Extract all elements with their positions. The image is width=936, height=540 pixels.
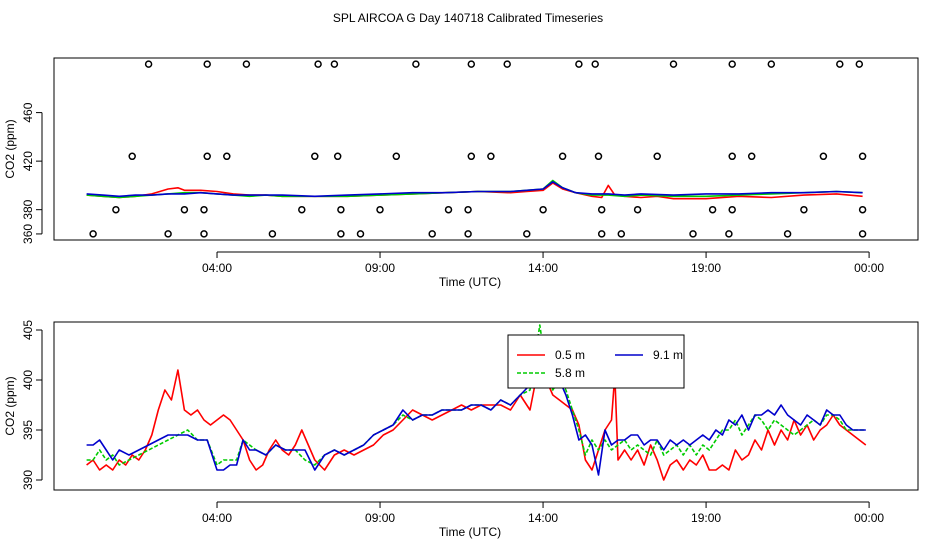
top-flag-point (783, 230, 792, 238)
top-x-tick-label: 09:00 (365, 261, 395, 275)
top-flag-point (467, 60, 476, 68)
top-flag-point (575, 60, 583, 68)
top-flag-point (503, 60, 511, 68)
top-y-axis-label: CO2 (ppm) (3, 119, 17, 178)
chart-title: SPL AIRCOA G Day 140718 Calibrated Times… (333, 11, 603, 25)
top-flag-point (298, 205, 306, 214)
bottom-plot-frame (53, 321, 919, 491)
top-flag-point (330, 60, 339, 68)
bottom-x-axis-label: Time (UTC) (439, 525, 501, 539)
legend-box (507, 334, 685, 389)
top-flag-point (337, 230, 345, 238)
top-flag-point (858, 230, 867, 238)
top-flag-point (539, 205, 547, 214)
top-series-line-9-1-m (86, 181, 863, 198)
top-flag-point (858, 152, 867, 161)
top-flag-point (858, 205, 867, 214)
top-flag-point (268, 230, 277, 238)
bottom-series-line-0-5-m (86, 359, 867, 481)
top-flag-point (376, 205, 384, 214)
top-flag-point (314, 60, 322, 68)
top-flag-point (591, 60, 599, 68)
top-flag-point (412, 60, 420, 68)
top-x-tick-label: 04:00 (202, 261, 232, 275)
bottom-series-line-9-1-m (86, 349, 866, 476)
top-flag-point (337, 205, 345, 214)
top-flag-point (747, 152, 756, 161)
legend-label: 9.1 m (653, 348, 683, 362)
top-flag-point (203, 152, 211, 161)
top-flag-point (653, 152, 661, 161)
top-flag-point (523, 230, 531, 238)
bottom-y-tick-label: 390 (21, 470, 35, 490)
top-plot-frame (53, 57, 919, 241)
top-flag-point (392, 152, 401, 161)
top-flag-point (725, 230, 733, 238)
top-flag-point (597, 205, 606, 214)
bottom-x-tick-label: 04:00 (202, 511, 232, 525)
panel-bottom: 04:00 09:00 14:00 19:00 00:00 Time (UTC) 390 39… (3, 320, 919, 539)
top-flag-point (855, 60, 864, 68)
bottom-series-line-5-8-m (86, 324, 866, 466)
top-flag-point (464, 230, 472, 238)
top-flag-point (112, 205, 120, 214)
top-flag-point (200, 205, 208, 214)
top-x-tick-label: 19:00 (691, 261, 721, 275)
legend-label: 5.8 m (555, 366, 585, 380)
bottom-x-tick-label: 14:00 (528, 511, 558, 525)
panel-top: 04:00 09:00 14:00 19:00 00:00 Time (UTC) 360 38… (3, 57, 919, 289)
bottom-y-axis-label: CO2 (ppm) (3, 376, 17, 435)
top-series-line-5-8-m (86, 179, 863, 199)
top-flag-point (669, 60, 678, 68)
top-flag-point (223, 152, 231, 161)
top-x-tick-label: 14:00 (528, 261, 558, 275)
top-flag-point (836, 60, 844, 68)
top-y-tick-label: 360 (21, 224, 35, 244)
top-flag-point (617, 230, 626, 238)
legend-label: 0.5 m (555, 348, 585, 362)
bottom-y-tick-label: 395 (21, 420, 35, 440)
top-flag-point (487, 152, 495, 161)
top-flag-point (633, 205, 642, 214)
top-flag-point (164, 230, 172, 238)
legend: 0.5 m 5.8 m 9.1 m (507, 334, 685, 389)
top-flag-point (728, 152, 736, 161)
top-y-tick-label: 420 (21, 151, 35, 171)
top-flag-point (689, 230, 697, 238)
top-flag-point (728, 205, 736, 214)
bottom-y-tick-label: 400 (21, 370, 35, 390)
top-flag-point (144, 60, 153, 68)
top-flag-point (180, 205, 189, 214)
top-flag-point (728, 60, 736, 68)
top-flag-point (444, 205, 453, 214)
top-flag-point (800, 205, 808, 214)
top-flag-point (467, 152, 476, 161)
bottom-x-tick-label: 00:00 (854, 511, 884, 525)
top-flag-point (203, 60, 211, 68)
top-flag-point (89, 230, 97, 238)
bottom-x-tick-label: 09:00 (365, 511, 395, 525)
bottom-y-tick-label: 405 (21, 320, 35, 340)
top-flag-point (356, 230, 365, 238)
top-flag-point (428, 230, 436, 238)
top-flag-point (819, 152, 828, 161)
top-flag-point (128, 152, 136, 161)
top-flag-point (242, 60, 251, 68)
bottom-x-tick-label: 19:00 (691, 511, 721, 525)
top-flag-point (333, 152, 342, 161)
top-flag-point (558, 152, 567, 161)
top-x-axis-label: Time (UTC) (439, 275, 501, 289)
top-flag-point (200, 230, 208, 238)
top-y-tick-label: 460 (21, 102, 35, 122)
top-flag-point (708, 205, 717, 214)
top-flag-point (767, 60, 776, 68)
top-flag-point (594, 152, 603, 161)
top-flag-point (311, 152, 319, 161)
top-x-tick-label: 00:00 (854, 261, 884, 275)
top-y-tick-label: 380 (21, 199, 35, 219)
top-flag-point (597, 230, 606, 238)
top-flag-point (464, 205, 472, 214)
